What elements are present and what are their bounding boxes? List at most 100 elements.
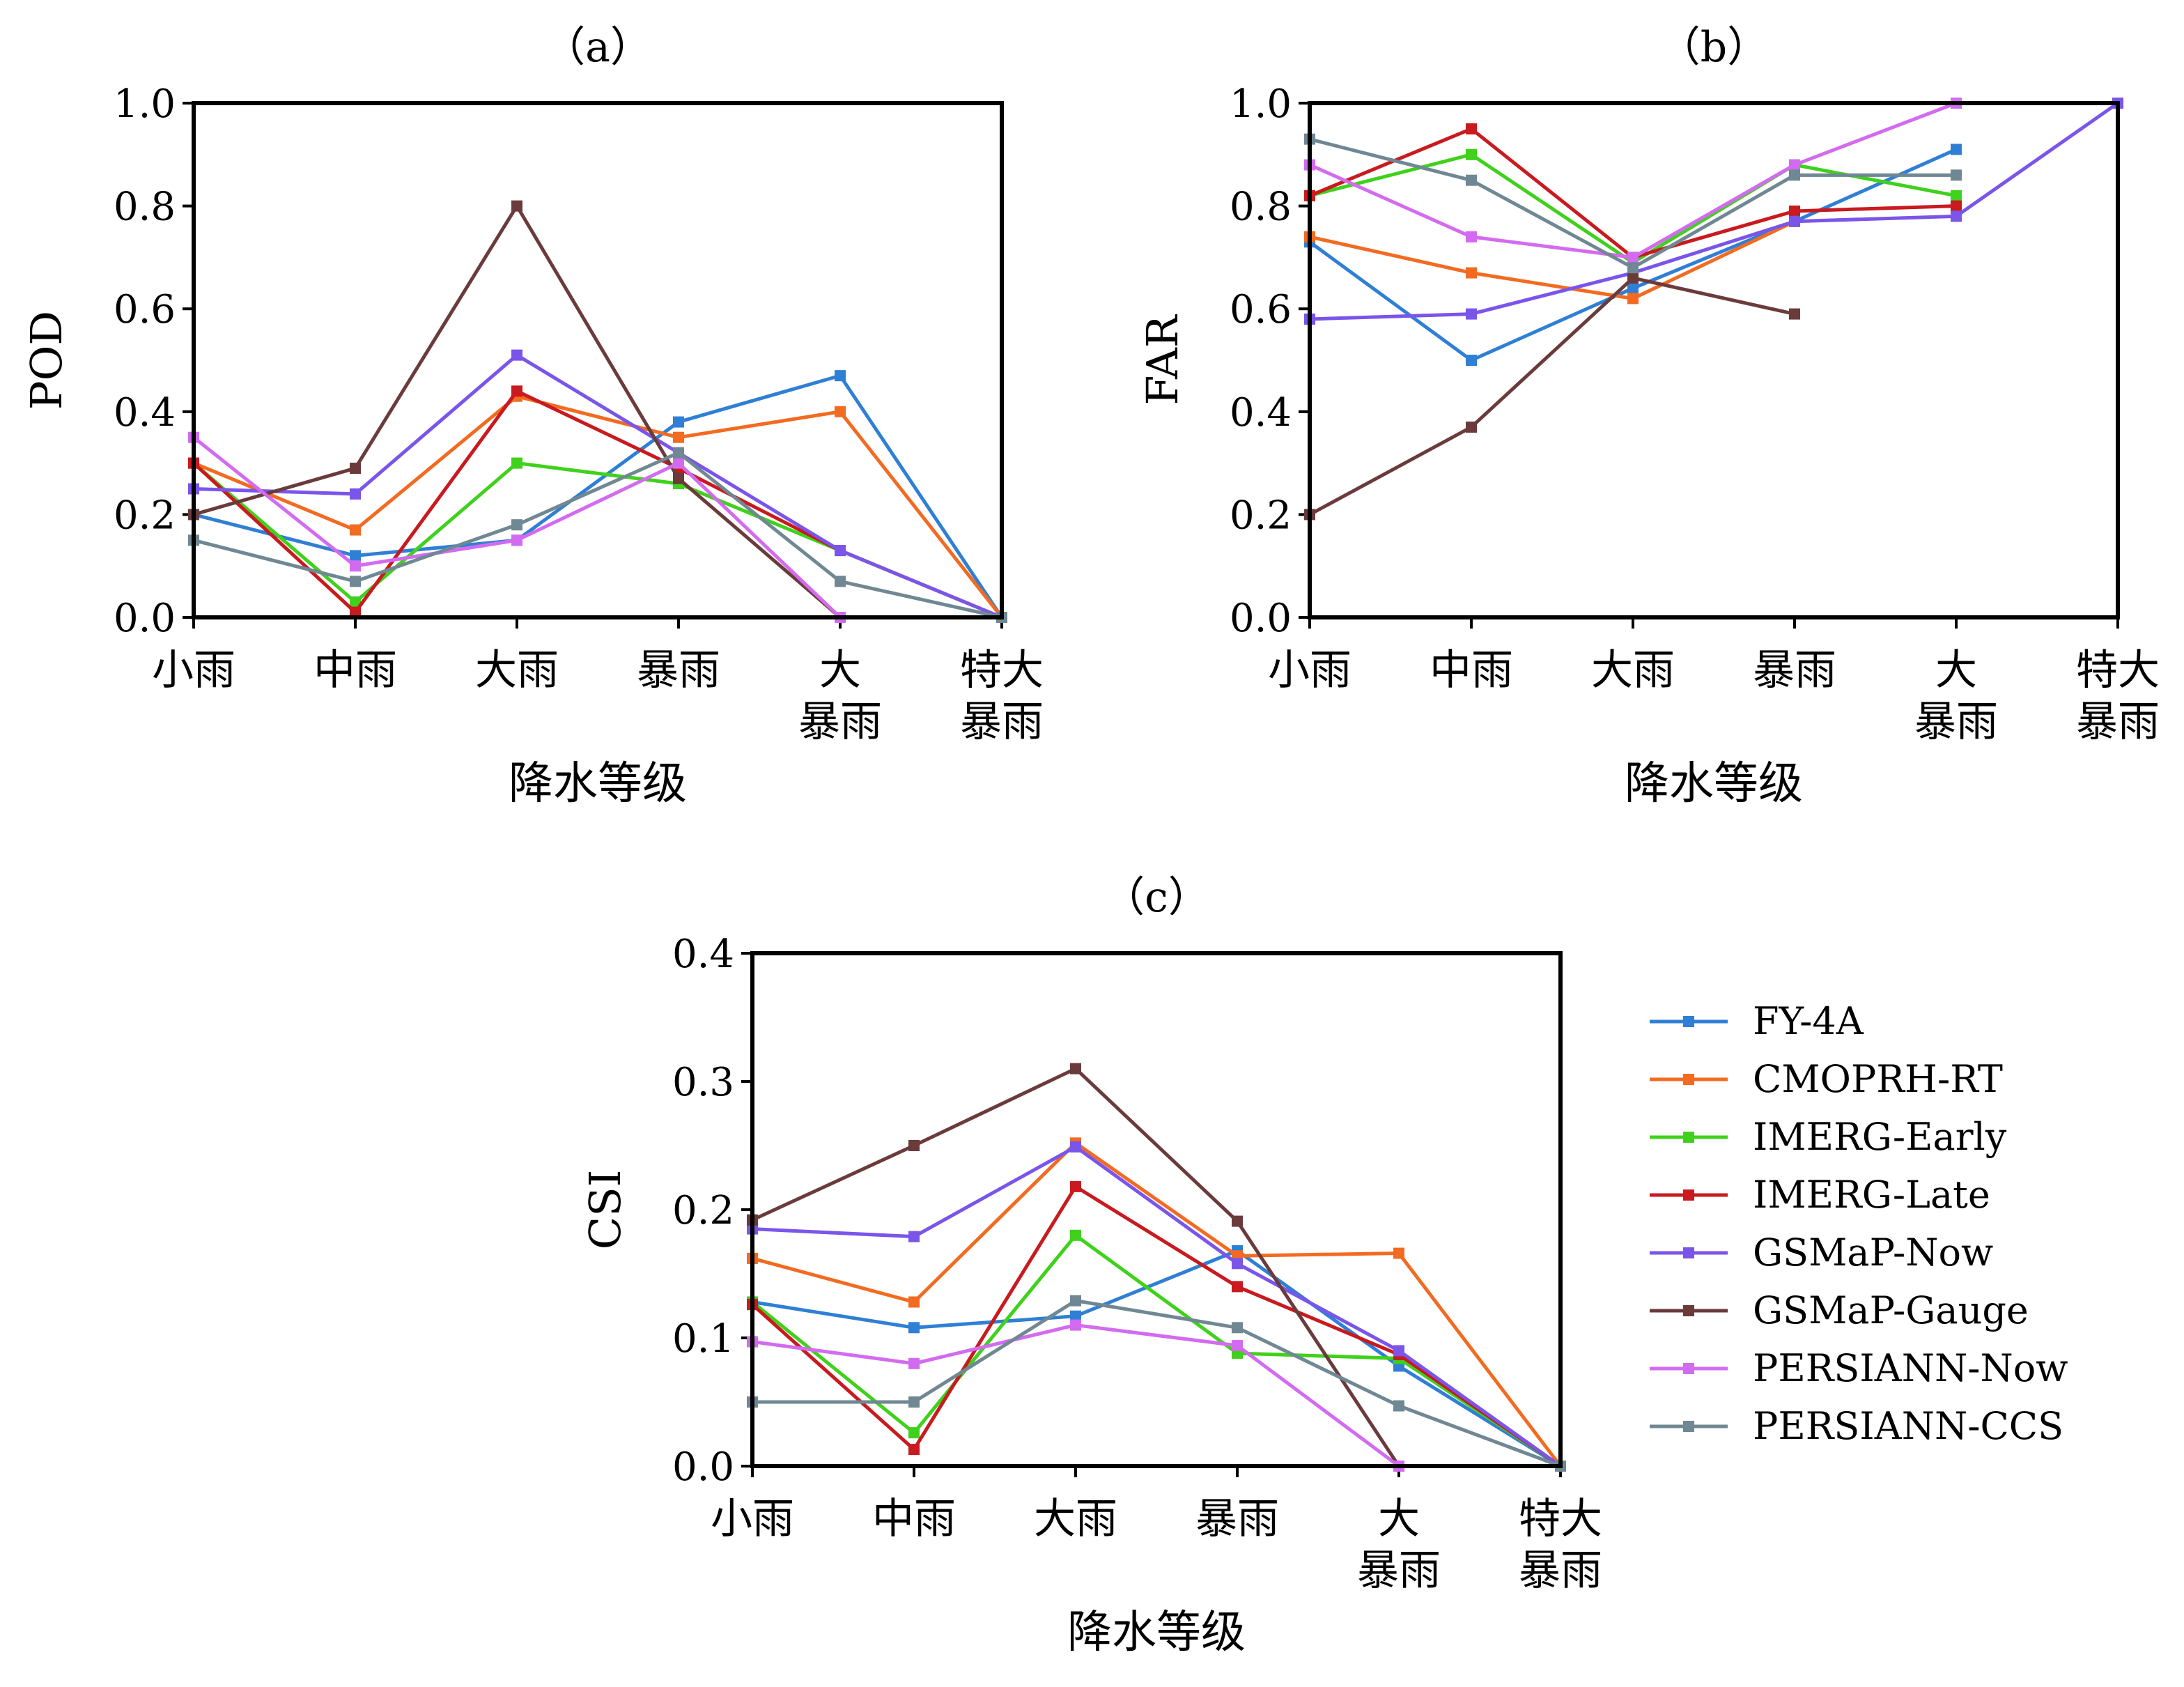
data-point — [1627, 272, 1639, 284]
y-tick-label: 0.6 — [114, 287, 176, 332]
data-point — [350, 606, 361, 618]
data-point — [1232, 1258, 1243, 1270]
data-point — [1466, 148, 1477, 160]
x-tick-label: 特大暴雨 — [2076, 646, 2160, 746]
series-line — [192, 461, 1002, 619]
legend-entry: IMERG-Late — [1650, 1173, 1990, 1217]
plot-frame — [1308, 101, 2120, 619]
series-line — [193, 394, 1003, 619]
data-point — [1466, 308, 1477, 320]
data-point — [1232, 1281, 1243, 1293]
data-point — [1393, 1247, 1404, 1259]
y-tick-label: 0.1 — [672, 1316, 734, 1362]
series-line — [751, 1233, 1562, 1468]
legend-label: IMERG-Late — [1753, 1173, 1990, 1217]
data-point — [1393, 1400, 1404, 1412]
legend-swatch-marker — [1683, 1074, 1694, 1085]
x-axis-label: 降水等级 — [509, 758, 687, 810]
legend-entry: GSMaP-Gauge — [1650, 1288, 2029, 1332]
legend-entry: FY-4A — [1650, 999, 1864, 1043]
data-point — [1789, 169, 1800, 181]
data-point — [1951, 200, 1962, 212]
data-point — [1789, 159, 1800, 171]
data-point — [908, 1357, 920, 1369]
data-point — [835, 545, 846, 557]
legend-label: PERSIANN-Now — [1753, 1346, 2068, 1390]
data-point — [908, 1296, 920, 1308]
data-point — [1070, 1063, 1081, 1074]
data-point — [673, 431, 684, 443]
data-point — [1070, 1229, 1081, 1241]
data-point — [350, 524, 361, 536]
legend-entry: CMOPRH-RT — [1650, 1057, 2003, 1101]
x-tick-label: 大暴雨 — [1357, 1495, 1441, 1595]
x-tick-label: 小雨 — [1268, 646, 1352, 695]
data-point — [1627, 293, 1639, 305]
series-line — [193, 451, 1002, 619]
y-tick-label: 1.0 — [114, 82, 176, 127]
data-point — [1393, 1345, 1404, 1357]
data-point — [511, 519, 522, 531]
data-point — [673, 472, 684, 484]
data-point — [1466, 355, 1477, 366]
series-imerg-late — [188, 385, 1007, 623]
series-line — [751, 1067, 1401, 1468]
series-gsmap-gauge — [188, 200, 846, 623]
legend-label: CMOPRH-RT — [1753, 1057, 2003, 1101]
y-tick-label: 0.2 — [672, 1188, 734, 1233]
data-point — [1627, 252, 1639, 263]
legend-swatch-marker — [1683, 1363, 1694, 1374]
series-line — [1309, 137, 1956, 270]
data-point — [1070, 1141, 1081, 1153]
data-point — [1070, 1319, 1081, 1331]
data-point — [1232, 1215, 1243, 1227]
panel-b: （b） 0.0 0.2 0.4 0.6 0.8 1.0 小雨 中雨 大雨 暴雨 大暴雨特大暴雨降水等级… — [1137, 23, 2160, 810]
panel-title: （b） — [1659, 23, 1769, 72]
data-point — [511, 457, 522, 469]
series-imerg-late — [747, 1180, 1566, 1472]
x-tick-label: 暴雨 — [637, 646, 720, 695]
y-tick-label: 0.3 — [672, 1060, 734, 1105]
series-persiann-now — [1304, 98, 1962, 263]
data-point — [350, 488, 361, 500]
series-line — [752, 1323, 1400, 1468]
series-line — [1309, 101, 2119, 321]
plot-frame — [192, 101, 1004, 619]
data-point — [1232, 1322, 1243, 1334]
y-tick-label: 0.4 — [1230, 390, 1292, 436]
data-point — [1627, 262, 1639, 274]
data-point — [1951, 190, 1962, 201]
y-tick-label: 0.2 — [1230, 493, 1292, 538]
y-tick-label: 0.4 — [114, 390, 176, 436]
x-tick-label: 特大暴雨 — [960, 646, 1044, 746]
data-point — [835, 576, 846, 587]
x-tick-label: 中雨 — [1430, 646, 1513, 695]
series-line — [193, 204, 842, 619]
x-tick-label: 特大暴雨 — [1519, 1495, 1602, 1595]
data-point — [835, 406, 846, 417]
data-point — [511, 534, 522, 546]
legend-swatch-marker — [1683, 1247, 1694, 1258]
series-imerg-early — [747, 1229, 1566, 1472]
legend-label: FY-4A — [1753, 999, 1864, 1043]
y-tick-label: 0.6 — [1230, 287, 1292, 332]
y-tick-label: 1.0 — [1230, 82, 1292, 127]
x-tick-label: 中雨 — [872, 1495, 956, 1543]
series-persiann-now — [188, 431, 846, 623]
y-axis-label: CSI — [580, 1170, 630, 1249]
data-point — [350, 576, 361, 587]
series-line — [752, 1141, 1562, 1468]
series-line — [752, 1299, 1561, 1468]
series-line — [752, 1249, 1562, 1468]
y-tick-label: 0.0 — [672, 1445, 734, 1490]
data-point — [908, 1427, 920, 1439]
y-tick-label: 0.0 — [114, 596, 176, 641]
y-tick-label: 0.8 — [114, 185, 176, 230]
data-point — [908, 1444, 920, 1456]
data-point — [1070, 1310, 1081, 1322]
data-point — [350, 550, 361, 562]
data-point — [1466, 421, 1477, 433]
data-point — [1232, 1340, 1243, 1352]
